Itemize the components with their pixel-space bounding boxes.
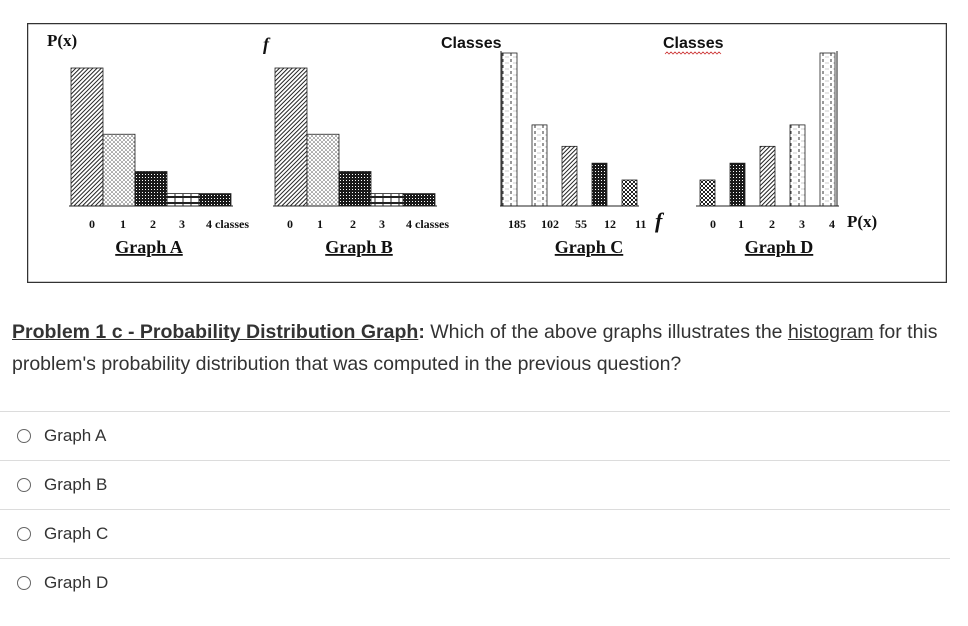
- graph-c-bar-1: [531, 124, 548, 207]
- graph-b-bar-1: [306, 133, 340, 207]
- graph-b-bars: [273, 67, 437, 207]
- graph-d-tick-label: 0: [710, 217, 716, 231]
- graph-a-bar-2: [134, 171, 168, 207]
- graph-a-tick-label: 3: [179, 217, 185, 231]
- graph-a-bar-4: [198, 193, 232, 207]
- answer-label: Graph B: [44, 475, 108, 494]
- graph-b-tick-label: 4 classes: [406, 217, 449, 231]
- graph-a-ticks: 0 1 2 3 4 classes: [89, 217, 249, 231]
- graph-a-caption: Graph A: [115, 237, 183, 257]
- graph-a-bar-0: [70, 67, 104, 207]
- graph-c-ticks: 185 102 55 12 11: [508, 217, 646, 231]
- graph-c-tick-label: 12: [604, 217, 616, 231]
- graph-c-axis-label: f: [655, 208, 665, 233]
- graph-b-bar-4: [402, 193, 436, 207]
- graph-a-bars: [69, 67, 233, 207]
- graph-b: f 0 1 2 3 4 classes Graph B: [263, 34, 449, 257]
- graph-a-tick-label: 2: [150, 217, 156, 231]
- graph-c-caption: Graph C: [555, 237, 624, 257]
- graph-b-caption: Graph B: [325, 237, 393, 257]
- graph-c-bar-4: [621, 179, 638, 207]
- graph-a-bar-1: [102, 133, 136, 207]
- graph-d-bar-1: [729, 162, 746, 207]
- graph-a-tick-label: 1: [120, 217, 126, 231]
- question-text: Problem 1 c - Probability Distribution G…: [12, 316, 952, 380]
- graph-b-bar-2: [338, 171, 372, 207]
- graph-b-tick-label: 0: [287, 217, 293, 231]
- graph-d-bar-4: [819, 52, 836, 207]
- graph-b-y-label: f: [263, 34, 271, 54]
- graph-c-bars: [500, 51, 639, 207]
- answer-option-graph-a[interactable]: Graph A: [0, 411, 950, 460]
- graph-b-bar-0: [274, 67, 308, 207]
- problem-title-colon: :: [418, 321, 425, 343]
- graph-d-spell-underline: [664, 51, 722, 55]
- graph-d-bar-0: [699, 179, 716, 207]
- graph-c-tick-label: 185: [508, 217, 526, 231]
- graph-d-tick-label: 3: [799, 217, 805, 231]
- graph-d-bar-2: [759, 145, 776, 207]
- graph-d-tick-label: 1: [738, 217, 744, 231]
- graph-b-tick-label: 2: [350, 217, 356, 231]
- answer-label: Graph A: [44, 426, 107, 445]
- answer-option-graph-d[interactable]: Graph D: [0, 558, 950, 607]
- radio-icon[interactable]: [17, 429, 31, 443]
- answer-list: Graph A Graph B Graph C Graph D: [0, 411, 950, 607]
- graph-a-tick-label: 4 classes: [206, 217, 249, 231]
- graph-a-y-label: P(x): [47, 31, 77, 50]
- radio-icon[interactable]: [17, 527, 31, 541]
- radio-icon[interactable]: [17, 576, 31, 590]
- graph-a-tick-label: 0: [89, 217, 95, 231]
- graph-d-tick-label: 4: [829, 217, 835, 231]
- answer-label: Graph D: [44, 573, 109, 592]
- graph-c-tick-label: 55: [575, 217, 587, 231]
- graph-d-bars: [696, 51, 839, 207]
- graph-c-bar-3: [591, 162, 608, 207]
- radio-icon[interactable]: [17, 478, 31, 492]
- graph-a-bar-3: [166, 193, 200, 207]
- question-text-after: for this problem's probability distribut…: [12, 321, 938, 375]
- graph-c-tick-label: 11: [635, 217, 646, 231]
- graph-d-axis-label: P(x): [847, 212, 877, 231]
- graph-d-ticks: 0 1 2 3 4: [710, 217, 835, 231]
- graph-b-ticks: 0 1 2 3 4 classes: [287, 217, 449, 231]
- graph-b-tick-label: 3: [379, 217, 385, 231]
- graph-d: Classes 0 1 2 3 4 P(x) Graph D: [663, 35, 877, 257]
- answer-option-graph-b[interactable]: Graph B: [0, 460, 950, 509]
- graph-d-tick-label: 2: [769, 217, 775, 231]
- problem-title: Problem 1 c - Probability Distribution G…: [12, 321, 419, 343]
- graph-c-tick-label: 102: [541, 217, 559, 231]
- graph-c-y-label: Classes: [441, 35, 502, 52]
- graph-d-caption: Graph D: [745, 237, 814, 257]
- question-text-before: Which of the above graphs illustrates th…: [424, 321, 788, 343]
- graph-b-tick-label: 1: [317, 217, 323, 231]
- answer-label: Graph C: [44, 524, 109, 543]
- answer-option-graph-c[interactable]: Graph C: [0, 509, 950, 558]
- graph-d-y-label: Classes: [663, 35, 724, 52]
- graph-d-bar-3: [789, 124, 806, 207]
- graph-a: P(x) 0 1 2 3 4 classes Graph A: [47, 31, 249, 257]
- graph-c-bar-2: [561, 145, 578, 207]
- graph-c-bar-0: [501, 52, 518, 207]
- histogram-link[interactable]: histogram: [787, 321, 874, 343]
- graph-b-bar-3: [370, 193, 404, 207]
- graph-c: Classes 185 102 55 12 11 f Graph C: [441, 35, 665, 257]
